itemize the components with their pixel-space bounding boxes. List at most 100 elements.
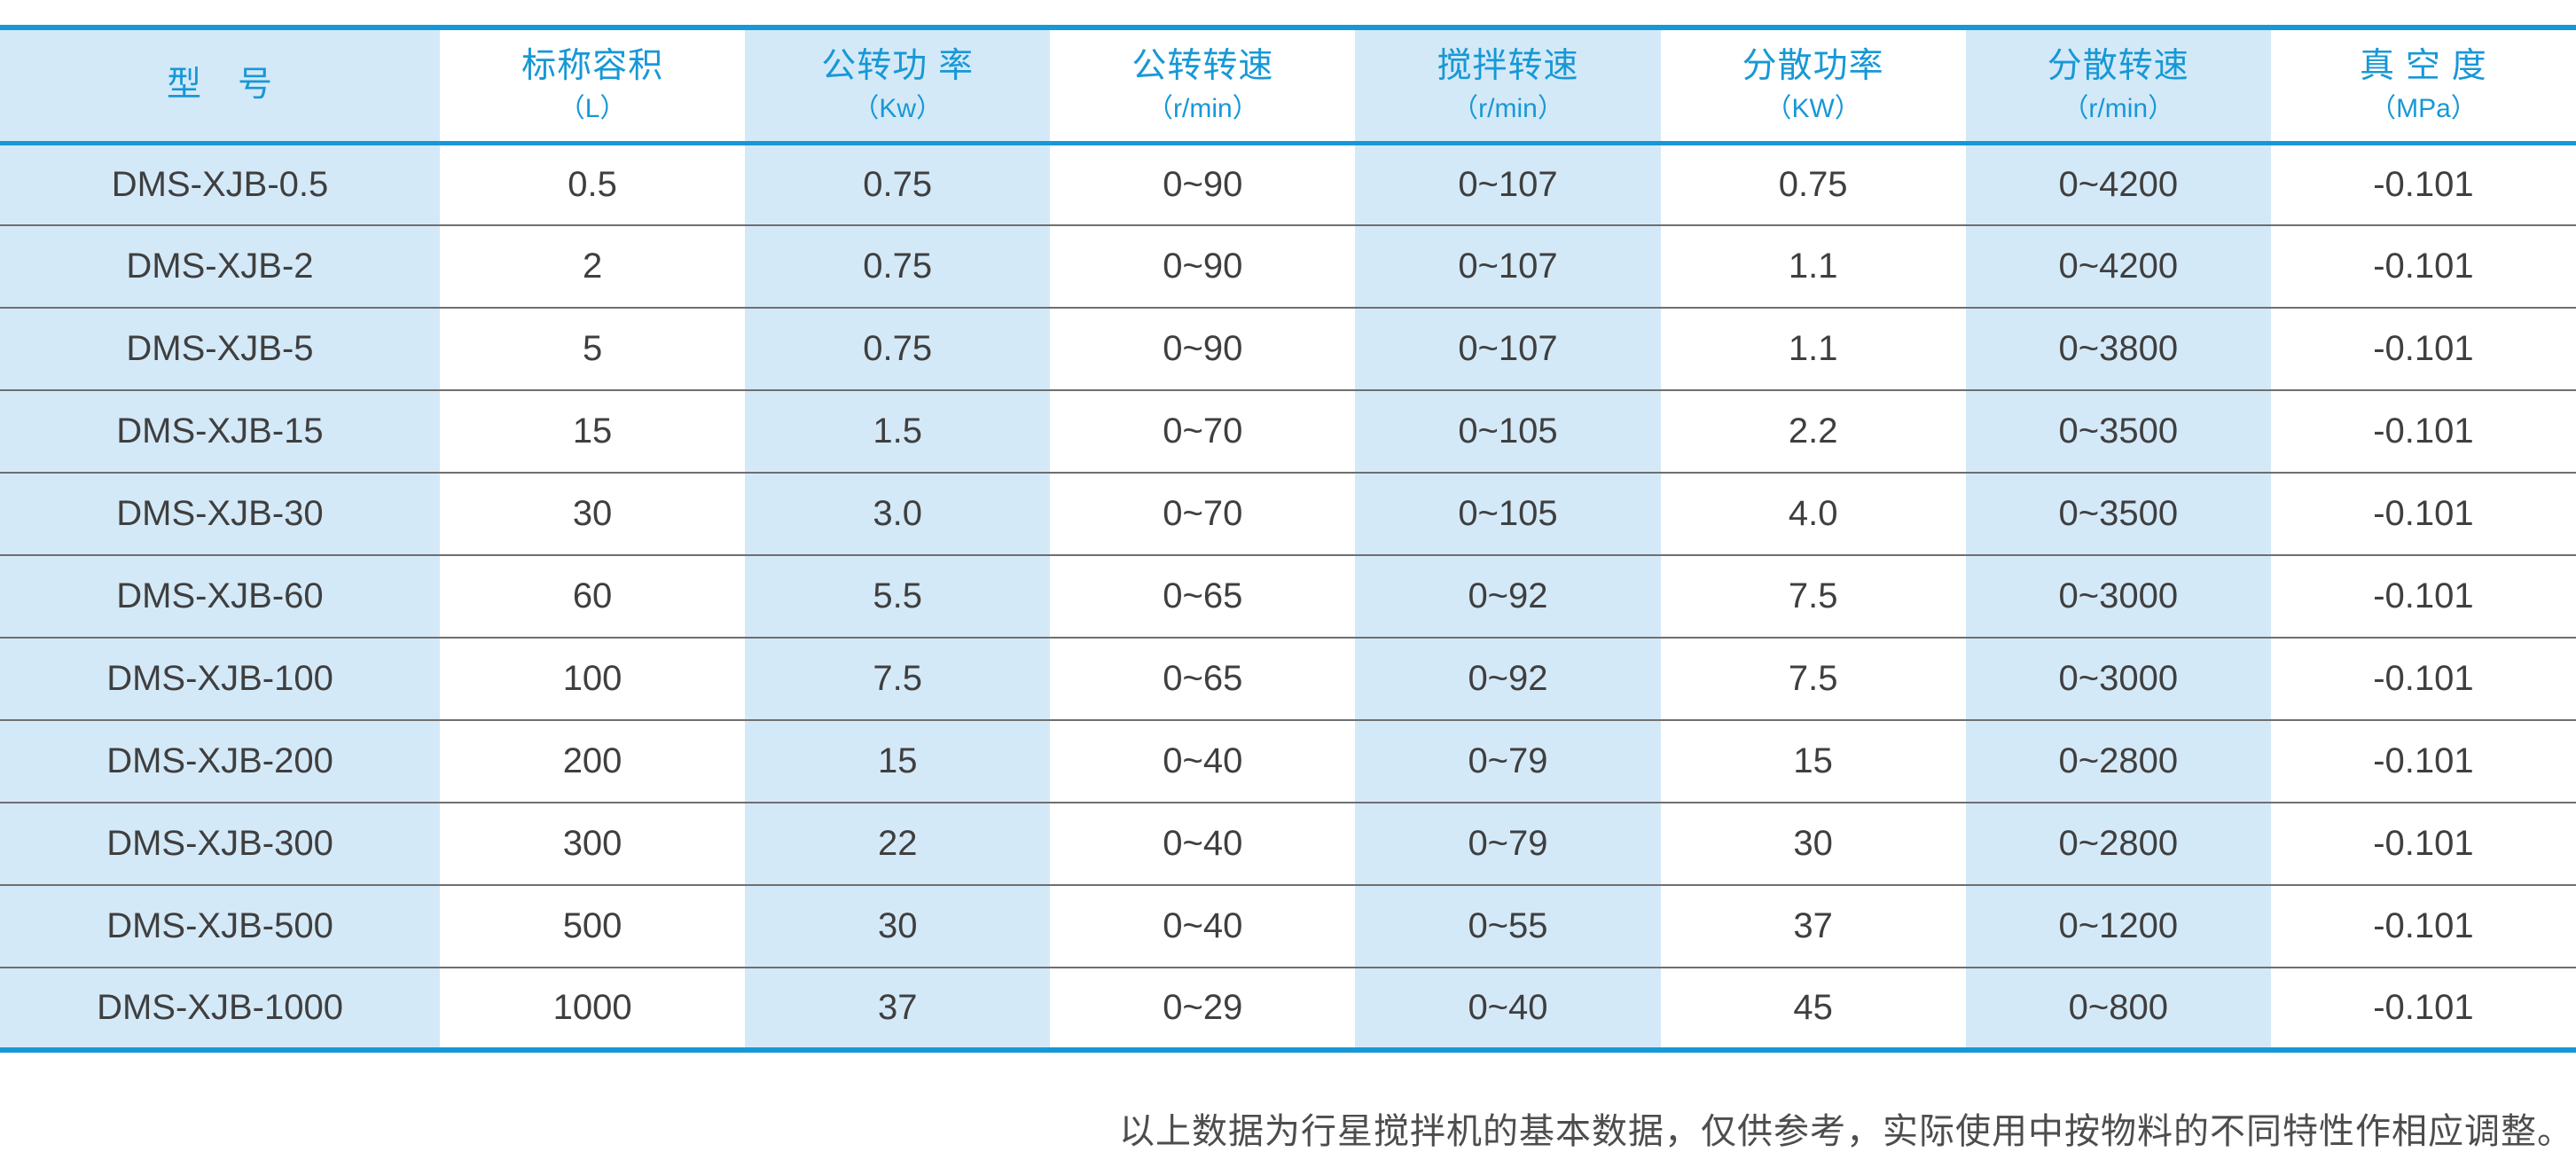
- column-header-dispersion-power: 分散功率 （KW）: [1660, 27, 1966, 145]
- cell-vacuum-degree: -0.101: [2270, 472, 2576, 555]
- cell-model: DMS-XJB-0.5: [0, 143, 440, 225]
- cell-vacuum-degree: -0.101: [2270, 389, 2576, 473]
- column-unit: （L）: [558, 94, 627, 124]
- cell-vacuum-degree: -0.101: [2270, 637, 2576, 720]
- column-header-revolution-speed: 公转转速 （r/min）: [1050, 27, 1356, 145]
- cell-model: DMS-XJB-15: [0, 389, 440, 473]
- cell-model: DMS-XJB-30: [0, 472, 440, 555]
- cell-stirring-speed: 0~79: [1355, 802, 1661, 885]
- cell-vacuum-degree: -0.101: [2270, 224, 2576, 308]
- cell-dispersion-speed: 0~3000: [1965, 637, 2271, 720]
- cell-revolution-speed: 0~40: [1050, 884, 1356, 968]
- table-row: DMS-XJB-200 200 15 0~40 0~79 15 0~2800 -0.101: [0, 719, 2576, 803]
- cell-revolution-speed: 0~90: [1050, 307, 1356, 390]
- cell-dispersion-power: 4.0: [1660, 472, 1966, 555]
- cell-revolution-speed: 0~40: [1050, 802, 1356, 885]
- cell-dispersion-speed: 0~3000: [1965, 554, 2271, 638]
- cell-vacuum-degree: -0.101: [2270, 307, 2576, 390]
- cell-stirring-speed: 0~55: [1355, 884, 1661, 968]
- table-row: DMS-XJB-15 15 1.5 0~70 0~105 2.2 0~3500 -0.101: [0, 389, 2576, 473]
- cell-capacity: 100: [440, 637, 746, 720]
- cell-revolution-power: 22: [745, 802, 1051, 885]
- cell-dispersion-speed: 0~3500: [1965, 389, 2271, 473]
- cell-revolution-speed: 0~40: [1050, 719, 1356, 803]
- column-title: 分散转速: [2047, 47, 2189, 86]
- cell-revolution-speed: 0~70: [1050, 472, 1356, 555]
- column-header-capacity: 标称容积 （L）: [440, 27, 746, 145]
- cell-revolution-power: 5.5: [745, 554, 1051, 638]
- cell-revolution-power: 30: [745, 884, 1051, 968]
- cell-stirring-speed: 0~107: [1355, 307, 1661, 390]
- cell-stirring-speed: 0~105: [1355, 389, 1661, 473]
- cell-revolution-speed: 0~90: [1050, 143, 1356, 225]
- column-unit: （Kw）: [852, 94, 943, 124]
- cell-revolution-power: 7.5: [745, 637, 1051, 720]
- cell-stirring-speed: 0~107: [1355, 143, 1661, 225]
- table-row: DMS-XJB-30 30 3.0 0~70 0~105 4.0 0~3500 -0.101: [0, 472, 2576, 555]
- cell-model: DMS-XJB-100: [0, 637, 440, 720]
- cell-model: DMS-XJB-60: [0, 554, 440, 638]
- column-header-revolution-power: 公转功 率 （Kw）: [745, 27, 1051, 145]
- column-title: 分散功率: [1742, 47, 1884, 86]
- cell-dispersion-power: 37: [1660, 884, 1966, 968]
- cell-dispersion-speed: 0~800: [1965, 967, 2271, 1050]
- cell-revolution-speed: 0~65: [1050, 637, 1356, 720]
- column-header-vacuum-degree: 真 空 度 （MPa）: [2270, 27, 2576, 145]
- cell-stirring-speed: 0~79: [1355, 719, 1661, 803]
- cell-vacuum-degree: -0.101: [2270, 802, 2576, 885]
- table-row: DMS-XJB-1000 1000 37 0~29 0~40 45 0~800 -0.101: [0, 967, 2576, 1050]
- cell-dispersion-power: 7.5: [1660, 554, 1966, 638]
- cell-dispersion-power: 2.2: [1660, 389, 1966, 473]
- cell-revolution-speed: 0~90: [1050, 224, 1356, 308]
- table-row: DMS-XJB-300 300 22 0~40 0~79 30 0~2800 -0.101: [0, 802, 2576, 885]
- table-row: DMS-XJB-0.5 0.5 0.75 0~90 0~107 0.75 0~4200 -0.…: [0, 143, 2576, 225]
- cell-capacity: 2: [440, 224, 746, 308]
- cell-vacuum-degree: -0.101: [2270, 884, 2576, 968]
- cell-dispersion-speed: 0~4200: [1965, 143, 2271, 225]
- column-title: 型 号: [166, 65, 273, 104]
- cell-capacity: 0.5: [440, 143, 746, 225]
- spec-table-body: DMS-XJB-0.5 0.5 0.75 0~90 0~107 0.75 0~4200 -0.…: [0, 143, 2576, 1050]
- column-title: 公转功 率: [821, 47, 975, 86]
- table-row: DMS-XJB-100 100 7.5 0~65 0~92 7.5 0~3000 -0.101: [0, 637, 2576, 720]
- cell-revolution-speed: 0~70: [1050, 389, 1356, 473]
- cell-dispersion-power: 1.1: [1660, 307, 1966, 390]
- table-row: DMS-XJB-500 500 30 0~40 0~55 37 0~1200 -0.101: [0, 884, 2576, 968]
- footer-note: 以上数据为行星搅拌机的基本数据，仅供参考，实际使用中按物料的不同特性作相应调整。: [1119, 1111, 2573, 1151]
- cell-revolution-power: 0.75: [745, 224, 1051, 308]
- cell-capacity: 60: [440, 554, 746, 638]
- cell-stirring-speed: 0~92: [1355, 554, 1661, 638]
- cell-model: DMS-XJB-5: [0, 307, 440, 390]
- column-unit: （r/min）: [2062, 94, 2175, 124]
- cell-dispersion-speed: 0~2800: [1965, 802, 2271, 885]
- cell-dispersion-speed: 0~3800: [1965, 307, 2271, 390]
- column-title: 标称容积: [521, 47, 664, 86]
- cell-revolution-power: 1.5: [745, 389, 1051, 473]
- cell-dispersion-power: 15: [1660, 719, 1966, 803]
- spec-table-header: 型 号 标称容积 （L） 公转功 率 （Kw） 公转转速 （r/min） 搅拌转速 （r/min…: [0, 27, 2576, 145]
- cell-model: DMS-XJB-500: [0, 884, 440, 968]
- cell-model: DMS-XJB-200: [0, 719, 440, 803]
- column-header-dispersion-speed: 分散转速 （r/min）: [1965, 27, 2271, 145]
- cell-dispersion-speed: 0~4200: [1965, 224, 2271, 308]
- cell-revolution-power: 3.0: [745, 472, 1051, 555]
- cell-vacuum-degree: -0.101: [2270, 967, 2576, 1050]
- cell-revolution-power: 15: [745, 719, 1051, 803]
- cell-revolution-speed: 0~29: [1050, 967, 1356, 1050]
- cell-stirring-speed: 0~40: [1355, 967, 1661, 1050]
- column-unit: （KW）: [1765, 94, 1861, 124]
- cell-vacuum-degree: -0.101: [2270, 554, 2576, 638]
- cell-model: DMS-XJB-300: [0, 802, 440, 885]
- cell-dispersion-power: 30: [1660, 802, 1966, 885]
- cell-capacity: 300: [440, 802, 746, 885]
- cell-dispersion-power: 0.75: [1660, 143, 1966, 225]
- column-unit: （r/min）: [1147, 94, 1259, 124]
- cell-capacity: 5: [440, 307, 746, 390]
- cell-model: DMS-XJB-1000: [0, 967, 440, 1050]
- cell-vacuum-degree: -0.101: [2270, 143, 2576, 225]
- cell-revolution-power: 37: [745, 967, 1051, 1050]
- cell-capacity: 1000: [440, 967, 746, 1050]
- table-row: DMS-XJB-5 5 0.75 0~90 0~107 1.1 0~3800 -0.101: [0, 307, 2576, 390]
- column-unit: （MPa）: [2369, 94, 2478, 124]
